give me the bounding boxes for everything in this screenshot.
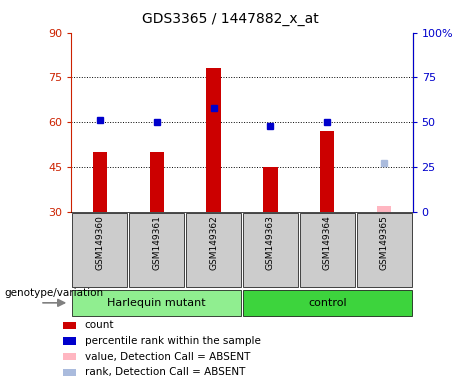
Bar: [63, 322, 76, 329]
Bar: [320, 131, 334, 212]
Text: GSM149364: GSM149364: [323, 215, 332, 270]
Text: value, Detection Call = ABSENT: value, Detection Call = ABSENT: [85, 352, 250, 362]
Text: GSM149362: GSM149362: [209, 215, 218, 270]
Bar: [186, 213, 241, 286]
Text: GDS3365 / 1447882_x_at: GDS3365 / 1447882_x_at: [142, 12, 319, 25]
Bar: [93, 152, 107, 212]
Bar: [263, 167, 278, 212]
Text: genotype/variation: genotype/variation: [5, 288, 104, 298]
Bar: [72, 213, 127, 286]
Text: count: count: [85, 320, 114, 330]
Bar: [63, 369, 76, 376]
Bar: [130, 213, 184, 286]
Text: control: control: [308, 298, 347, 308]
Bar: [300, 213, 355, 286]
Text: rank, Detection Call = ABSENT: rank, Detection Call = ABSENT: [85, 367, 245, 377]
Bar: [243, 290, 412, 316]
Bar: [72, 290, 241, 316]
Bar: [243, 213, 298, 286]
Text: GSM149360: GSM149360: [95, 215, 104, 270]
Text: Harlequin mutant: Harlequin mutant: [107, 298, 206, 308]
Text: GSM149363: GSM149363: [266, 215, 275, 270]
Bar: [150, 152, 164, 212]
Bar: [63, 353, 76, 361]
Text: GSM149361: GSM149361: [152, 215, 161, 270]
Bar: [377, 206, 391, 212]
Bar: [357, 213, 412, 286]
Text: percentile rank within the sample: percentile rank within the sample: [85, 336, 261, 346]
Text: GSM149365: GSM149365: [380, 215, 389, 270]
Bar: [63, 337, 76, 345]
Bar: [207, 68, 221, 212]
